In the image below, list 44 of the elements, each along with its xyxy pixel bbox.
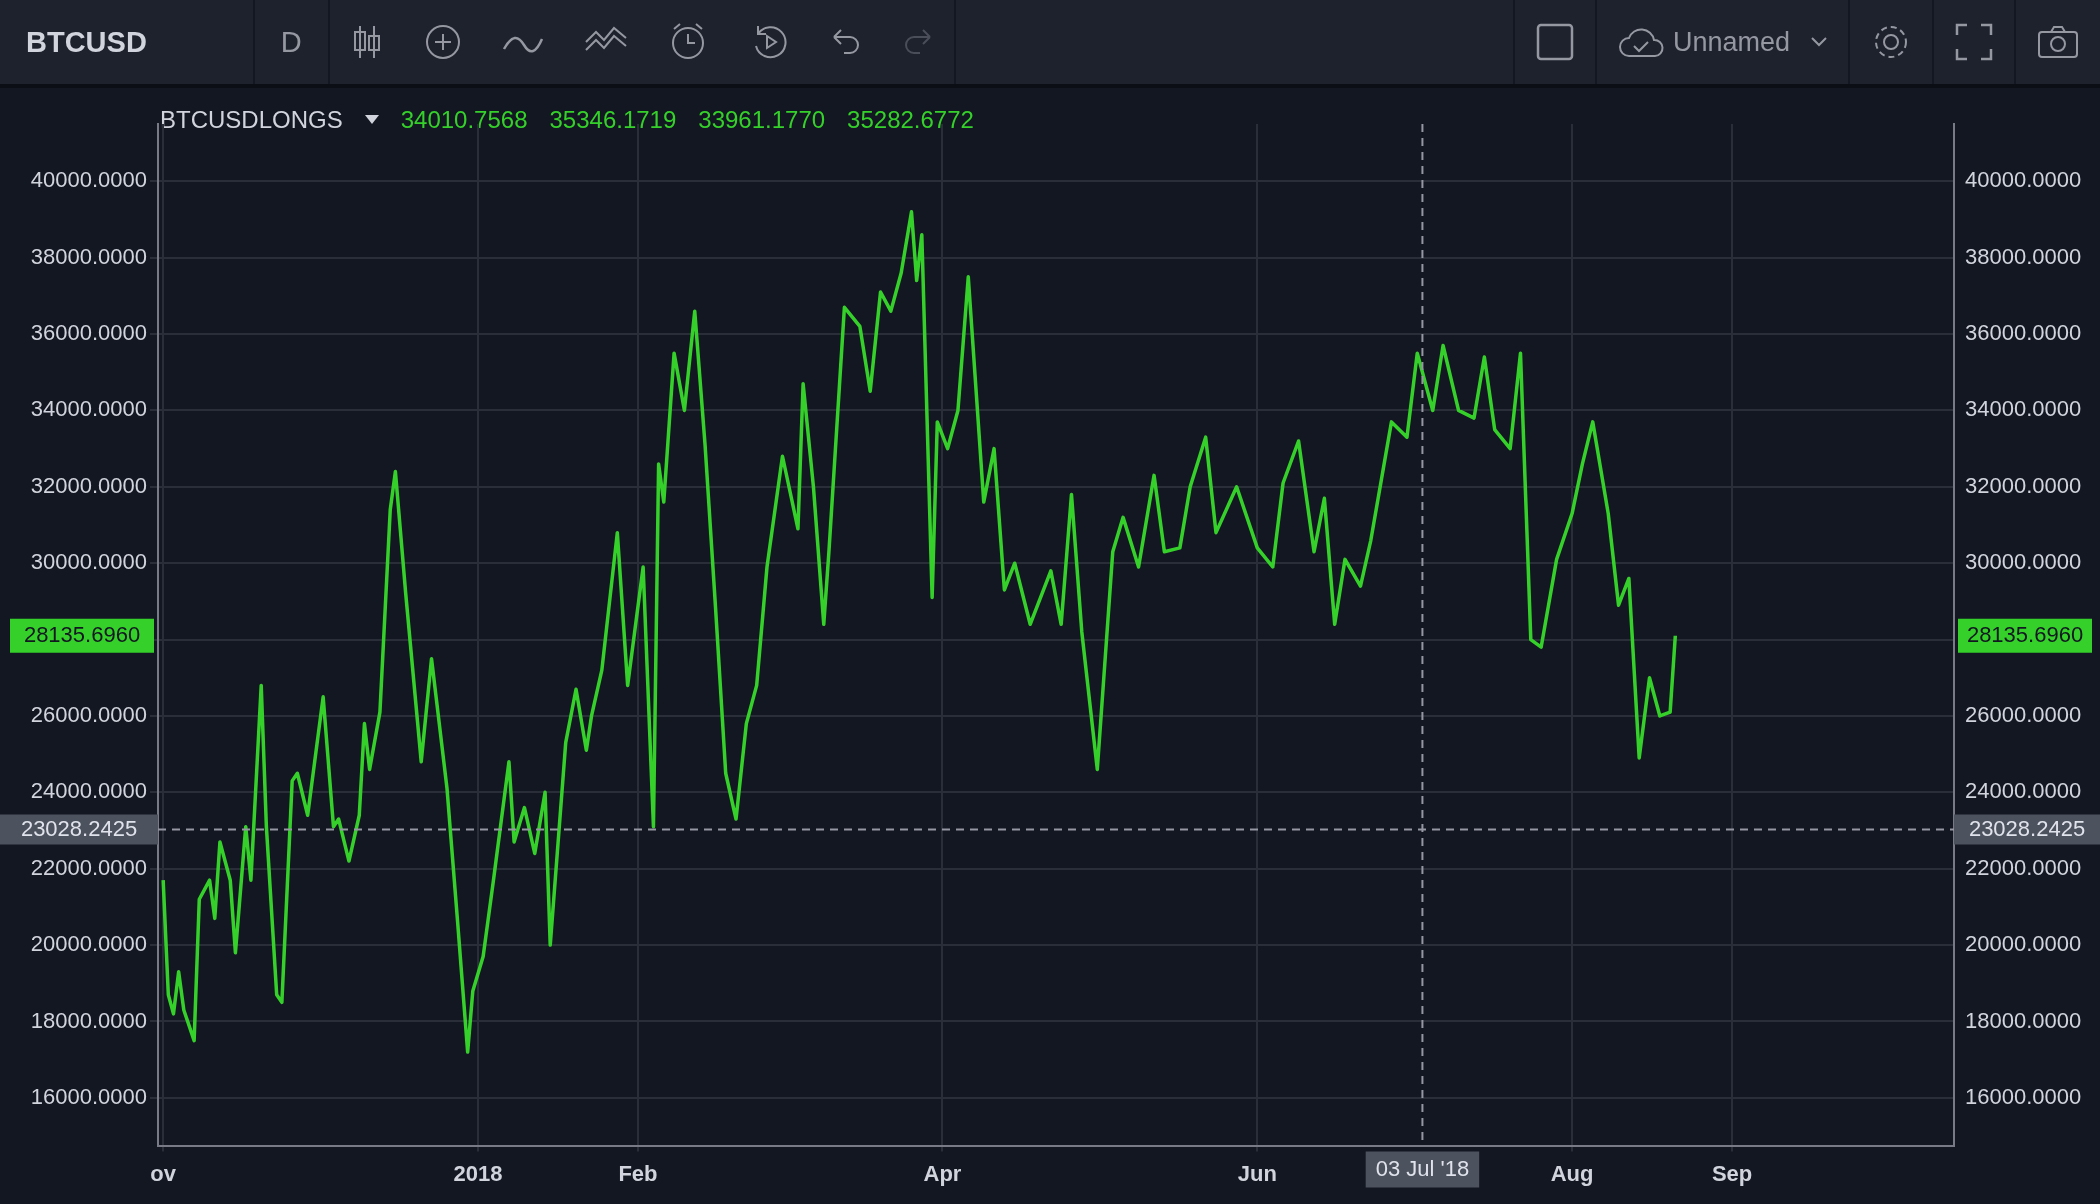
y2-tick-label: 16000.0000 [1965,1083,2082,1109]
y2-tick-label: 36000.0000 [1965,320,2082,346]
y-tick-label: 16000.0000 [30,1083,147,1109]
x-tick-label: Apr [923,1160,962,1186]
y2-tick-label: 38000.0000 [1965,243,2082,269]
annotation: 34010.7568 [400,106,528,134]
x-tick-label: Aug [1550,1160,1594,1186]
ref-line-label: 23028.2425 [1968,815,2086,841]
y-tick-label: 24000.0000 [30,778,147,804]
x-tick-label: Jun [1237,1160,1277,1186]
y2-tick-label: 34000.0000 [1965,396,2082,422]
text: 28135.6960 [23,621,141,647]
y-tick-label: 34000.0000 [30,396,147,422]
y2-tick-label: 22000.0000 [1965,854,2082,880]
y2-tick-label: 26000.0000 [1965,702,2082,728]
y-tick-label: 38000.0000 [30,243,147,269]
y2-tick-label: 24000.0000 [1965,778,2082,804]
text: Unnamed [1672,26,1790,58]
annotation: 35282.6772 [847,106,974,134]
annotation: 35346.1719 [549,106,677,134]
chart-subtitle: BTCUSDLONGS [160,106,343,134]
y2-tick-label: 30000.0000 [1965,549,2082,575]
y-tick-label: 40000.0000 [30,167,147,193]
y-tick-label: 36000.0000 [30,320,147,346]
y2-tick-label: 18000.0000 [1965,1007,2082,1033]
x-tick-label: Feb [618,1160,658,1186]
x-tick-label: ov [150,1160,177,1186]
y-tick-label: 18000.0000 [30,1007,147,1033]
y-tick-label: 22000.0000 [30,854,147,880]
y2-tick-label: 40000.0000 [1965,167,2082,193]
y2-tick-label: 20000.0000 [1965,931,2082,957]
x-tick-label: Sep [1711,1160,1753,1186]
annotation: 33961.1770 [698,106,826,134]
y-tick-label: 26000.0000 [30,702,147,728]
ref-line-label: 03 Jul '18 [1375,1155,1470,1181]
y2-tick-label: 32000.0000 [1965,472,2082,498]
y-tick-label: 20000.0000 [30,931,147,957]
x-tick-label: 2018 [453,1160,503,1186]
chart-title: BTCUSD [25,25,148,59]
y-tick-label: 30000.0000 [30,549,147,575]
text: 28135.6960 [1966,621,2084,647]
y-tick-label: 32000.0000 [30,472,147,498]
text: D [279,25,303,59]
text: 23028.2425 [20,815,138,841]
